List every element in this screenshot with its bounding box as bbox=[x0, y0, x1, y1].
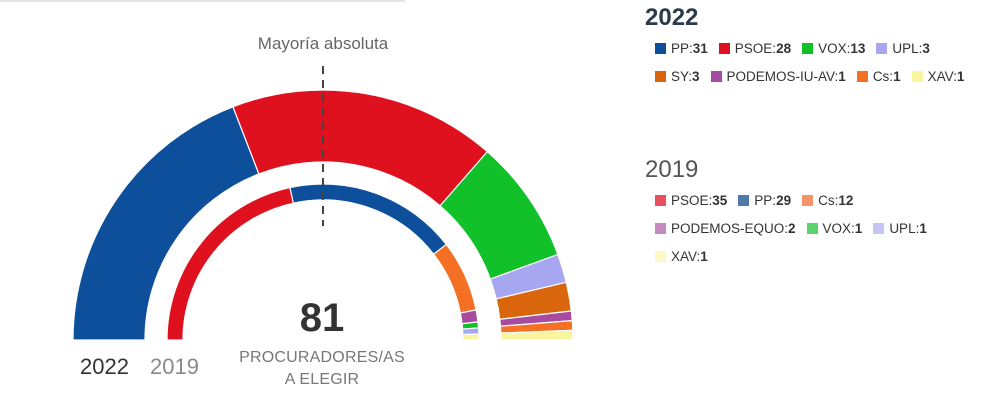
arc-segment-2019-cs bbox=[432, 243, 477, 314]
legend-party-name: SY: bbox=[671, 68, 693, 84]
hemicycle-chart bbox=[72, 66, 574, 341]
outer-ring-year-label: 2022 bbox=[80, 354, 129, 379]
total-seats-caption: PROCURADORES/AS A ELEGIR bbox=[232, 347, 412, 391]
legend-seat-count: 2 bbox=[788, 220, 796, 236]
legend-2022: 2022 PP: 31 PSOE: 28 VOX: 13 UPL: 3 SY: 3 POD… bbox=[645, 4, 985, 86]
majority-label: Mayoría absoluta bbox=[257, 34, 389, 53]
legend-2019: 2019 PSOE: 35 PP: 29 Cs: 12 PODEMOS-EQUO: 2… bbox=[645, 156, 985, 266]
legend-swatch bbox=[718, 42, 730, 54]
legend-item-2022-sy: SY: 3 bbox=[655, 66, 700, 86]
legend-item-2022-vox: VOX: 13 bbox=[802, 38, 865, 58]
legend-swatch bbox=[876, 42, 888, 54]
legend-swatch bbox=[655, 42, 666, 54]
legend-item-2019-cs: Cs: 12 bbox=[802, 190, 853, 210]
legend-party-name: XAV: bbox=[671, 248, 701, 264]
legend-seat-count: 1 bbox=[854, 220, 863, 236]
legend-item-2022-cs: Cs: 1 bbox=[856, 66, 901, 86]
legend-swatch bbox=[738, 194, 750, 206]
total-caption-line-2: A ELEGIR bbox=[284, 371, 360, 388]
legend-item-2019-xav: XAV: 1 bbox=[655, 246, 708, 266]
legend-2022-title: 2022 bbox=[645, 4, 699, 31]
total-seats-number: 81 bbox=[299, 296, 345, 340]
legend-swatch bbox=[911, 70, 923, 82]
legend-party-name: Cs: bbox=[872, 68, 894, 84]
legend-swatch bbox=[655, 222, 666, 234]
legend-seat-count: 29 bbox=[776, 192, 792, 208]
legend-party-name: UPL: bbox=[889, 220, 920, 236]
legend-seat-count: 1 bbox=[700, 248, 708, 264]
legend-swatch bbox=[873, 222, 885, 234]
legend-party-name: PSOE: bbox=[671, 192, 713, 208]
legend-swatch bbox=[655, 250, 666, 262]
total-caption-line-1: PROCURADORES/AS bbox=[239, 349, 405, 366]
legend-seat-count: 12 bbox=[838, 192, 854, 208]
legend-item-2022-psoe: PSOE: 28 bbox=[718, 38, 792, 58]
legend-swatch bbox=[802, 42, 814, 54]
ring-2019 bbox=[166, 183, 480, 341]
top-divider-line bbox=[0, 0, 405, 2]
legend-party-name: PODEMOS-IU-AV: bbox=[726, 68, 839, 84]
legend-item-2019-podemos-equo: PODEMOS-EQUO: 2 bbox=[655, 218, 796, 238]
arc-segment-2019-pp bbox=[289, 183, 448, 256]
legend-party-name: VOX: bbox=[818, 40, 851, 56]
legend-seat-count: 3 bbox=[922, 40, 930, 56]
legend-party-name: PODEMOS-EQUO: bbox=[671, 220, 789, 236]
legend-2022-items: PP: 31 PSOE: 28 VOX: 13 UPL: 3 SY: 3 PODEMOS-… bbox=[645, 38, 985, 86]
legend-party-name: UPL: bbox=[892, 40, 923, 56]
legend-swatch bbox=[710, 70, 722, 82]
legend-item-2019-vox: VOX: 1 bbox=[806, 218, 863, 238]
legend-swatch bbox=[802, 194, 814, 206]
legend-seat-count: 13 bbox=[850, 40, 866, 56]
arc-segment-2022-xav bbox=[500, 329, 574, 341]
legend-item-2019-psoe: PSOE: 35 bbox=[655, 190, 727, 210]
legend-item-2019-pp: PP: 29 bbox=[738, 190, 791, 210]
legend-seat-count: 1 bbox=[838, 68, 846, 84]
legend-seat-count: 1 bbox=[893, 68, 901, 84]
legend-2019-items: PSOE: 35 PP: 29 Cs: 12 PODEMOS-EQUO: 2 VOX: … bbox=[645, 190, 985, 266]
legend-seat-count: 31 bbox=[692, 40, 708, 56]
legend-item-2022-upl: UPL: 3 bbox=[876, 38, 930, 58]
legend-party-name: XAV: bbox=[927, 68, 957, 84]
legend-swatch bbox=[655, 70, 666, 82]
legend-swatch bbox=[856, 70, 868, 82]
legend-party-name: Cs: bbox=[818, 192, 839, 208]
ring-2022 bbox=[72, 89, 574, 341]
legend-item-2022-podemos-iu-av: PODEMOS-IU-AV: 1 bbox=[710, 66, 846, 86]
legend-party-name: PSOE: bbox=[734, 40, 777, 56]
legend-party-name: PP: bbox=[671, 40, 693, 56]
legend-seat-count: 28 bbox=[776, 40, 792, 56]
legend-item-2019-upl: UPL: 1 bbox=[873, 218, 927, 238]
legend-seat-count: 3 bbox=[692, 68, 700, 84]
inner-ring-year-label: 2019 bbox=[150, 354, 199, 379]
legend-party-name: PP: bbox=[754, 192, 777, 208]
arc-segment-2019-xav bbox=[462, 333, 480, 341]
legend-swatch bbox=[806, 222, 818, 234]
legend-item-2022-xav: XAV: 1 bbox=[911, 66, 965, 86]
legend-party-name: VOX: bbox=[822, 220, 855, 236]
legend-seat-count: 1 bbox=[956, 68, 965, 84]
legend-item-2022-pp: PP: 31 bbox=[655, 38, 708, 58]
legend-seat-count: 35 bbox=[712, 192, 728, 208]
legend-seat-count: 1 bbox=[919, 220, 927, 236]
legend-2019-title: 2019 bbox=[645, 156, 699, 183]
legend-swatch bbox=[655, 194, 666, 206]
